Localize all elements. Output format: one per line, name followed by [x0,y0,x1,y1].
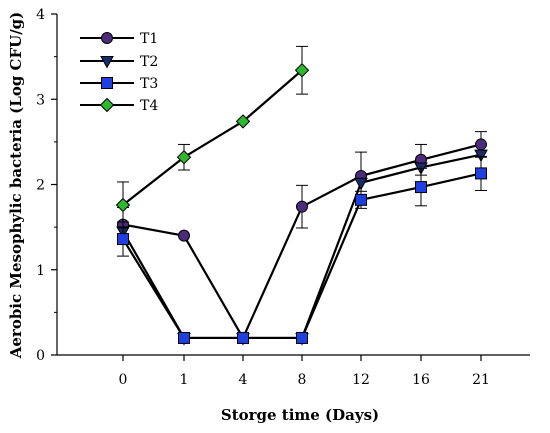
series-line-segment [300,199,363,339]
legend-label: T2 [140,54,158,70]
x-tick-label: 12 [352,372,370,388]
series-line-segment [122,223,185,237]
series-line-segment [300,182,363,339]
x-tick-label: 0 [119,372,128,388]
data-point-t3 [117,233,129,246]
legend-item-t3: T3 [80,76,158,92]
series-t2 [116,149,488,346]
data-point-t3 [296,331,308,344]
data-point-t2 [474,149,488,163]
legend-label: T1 [140,31,158,47]
legend-label: T3 [140,76,158,92]
x-tick-label: 8 [298,372,307,388]
legend-label: T4 [140,98,158,114]
data-point-t3 [237,331,249,344]
data-point-t1 [475,138,487,151]
legend-item-t1: T1 [80,31,158,47]
data-point-t4 [176,150,192,165]
y-tick-label: 3 [36,92,45,108]
data-point-t3 [178,331,190,344]
series-line-segment [420,153,482,169]
legend: T1 T2 T3 T4 [80,31,158,114]
data-point-t1 [178,229,190,242]
legend-item-t4: T4 [80,97,158,114]
data-point-t2 [354,177,368,191]
series-line-segment [360,166,422,184]
x-tick-label: 21 [472,372,490,388]
legend-marker [99,97,115,113]
x-tick-label: 16 [412,372,430,388]
series-line-segment [420,172,482,189]
series-line-segment [360,185,422,201]
series-line-segment [122,156,185,206]
x-axis-title: Storge time (Days) [221,406,379,424]
series-line-segment [183,120,244,159]
x-tick-label: 1 [180,372,189,388]
data-point-t3 [415,181,427,194]
series-line-segment [301,174,362,208]
y-tick-label: 2 [36,178,45,194]
y-tick-label: 0 [36,348,45,364]
y-tick-label: 1 [36,263,45,279]
legend-item-t2: T2 [80,54,158,70]
series-line-segment [360,158,422,178]
data-point-t4 [294,63,310,78]
series-line-segment [242,69,303,123]
data-point-t1 [296,200,308,213]
series-t4 [115,45,310,229]
series-t3 [117,155,487,344]
legend-marker [100,56,114,69]
legend-marker [101,32,113,44]
y-axis-title: Aerobic Mesophylic bacteria (Log CFU/g) [7,12,25,360]
series-line-segment [183,235,244,339]
series-line-segment [420,143,482,161]
data-point-t4 [115,197,131,213]
legend-marker [101,77,113,89]
series-t1 [117,131,487,344]
data-point-t3 [355,193,367,206]
data-point-t3 [475,167,487,180]
data-point-t4 [235,114,251,129]
series-line-segment [241,206,304,339]
series-line-segment [122,238,185,339]
series-layer [115,45,488,346]
x-tick-label: 4 [239,372,248,388]
y-tick-label: 4 [36,7,45,23]
